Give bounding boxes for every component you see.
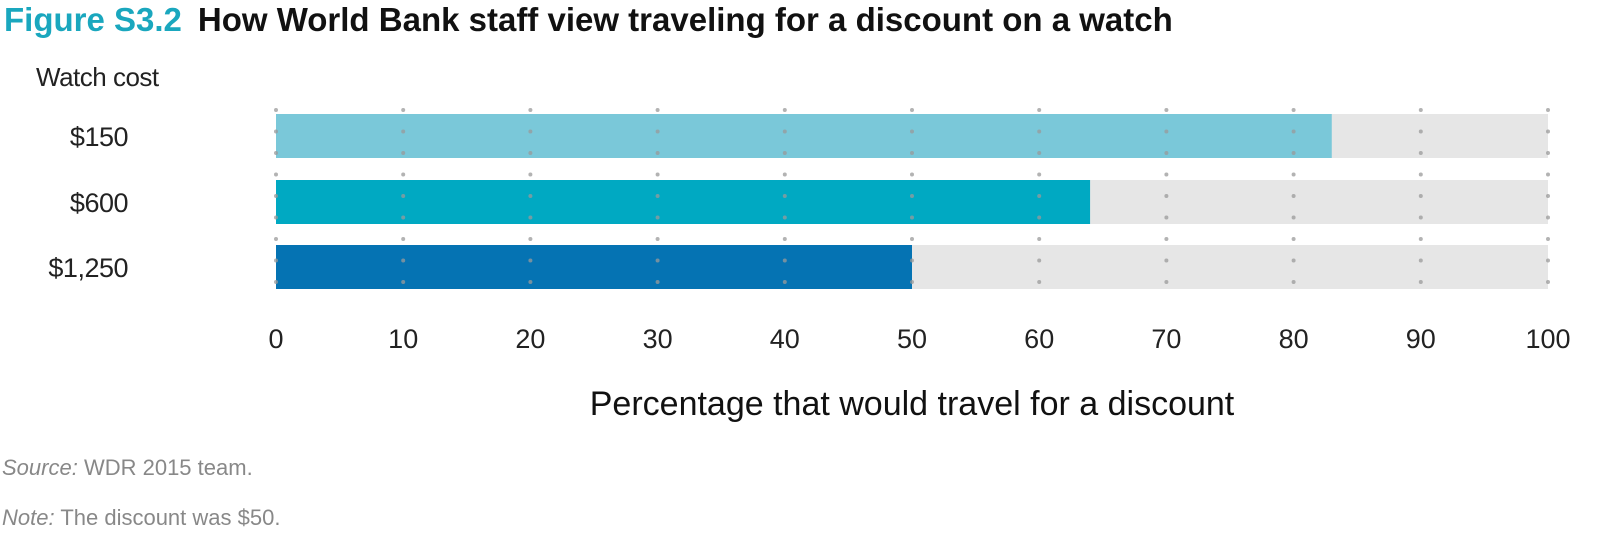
x-tick-label: 70 (1151, 324, 1181, 354)
x-tick-label: 40 (770, 324, 800, 354)
bar-chart: $150 $600 $1,250 0 10 20 30 40 50 60 70 80 90 100 Perc… (48, 108, 1571, 423)
source-text: WDR 2015 team. (83, 455, 253, 480)
x-tick-label: 80 (1279, 324, 1309, 354)
data-bar (276, 245, 912, 289)
category-label: $1,250 (48, 253, 128, 283)
source-note: Source: WDR 2015 team. (2, 455, 253, 481)
x-tick-label: 50 (897, 324, 927, 354)
data-bar (276, 114, 1332, 158)
x-tick-label: 60 (1024, 324, 1054, 354)
figure-title: How World Bank staff view traveling for … (197, 1, 1173, 38)
discount-note: Note: The discount was $50. (2, 505, 280, 531)
x-tick-label: 0 (268, 324, 283, 354)
x-tick-label: 20 (515, 324, 545, 354)
source-label: Source: (2, 455, 78, 480)
figure-label: Figure S3.2 (4, 1, 182, 38)
category-label: $600 (70, 188, 128, 218)
chart-title: Figure S3.2 How World Bank staff view tra… (4, 0, 1173, 40)
note-label: Note: (2, 505, 55, 530)
data-bar (276, 180, 1091, 224)
note-text: The discount was $50. (60, 505, 281, 530)
x-tick-label: 10 (388, 324, 418, 354)
category-axis-title: Watch cost (36, 62, 159, 92)
x-axis-title: Percentage that would travel for a disco… (590, 385, 1235, 423)
x-tick-label: 100 (1525, 324, 1570, 354)
x-tick-label: 30 (643, 324, 673, 354)
x-tick-label: 90 (1406, 324, 1436, 354)
category-label: $150 (70, 122, 128, 152)
